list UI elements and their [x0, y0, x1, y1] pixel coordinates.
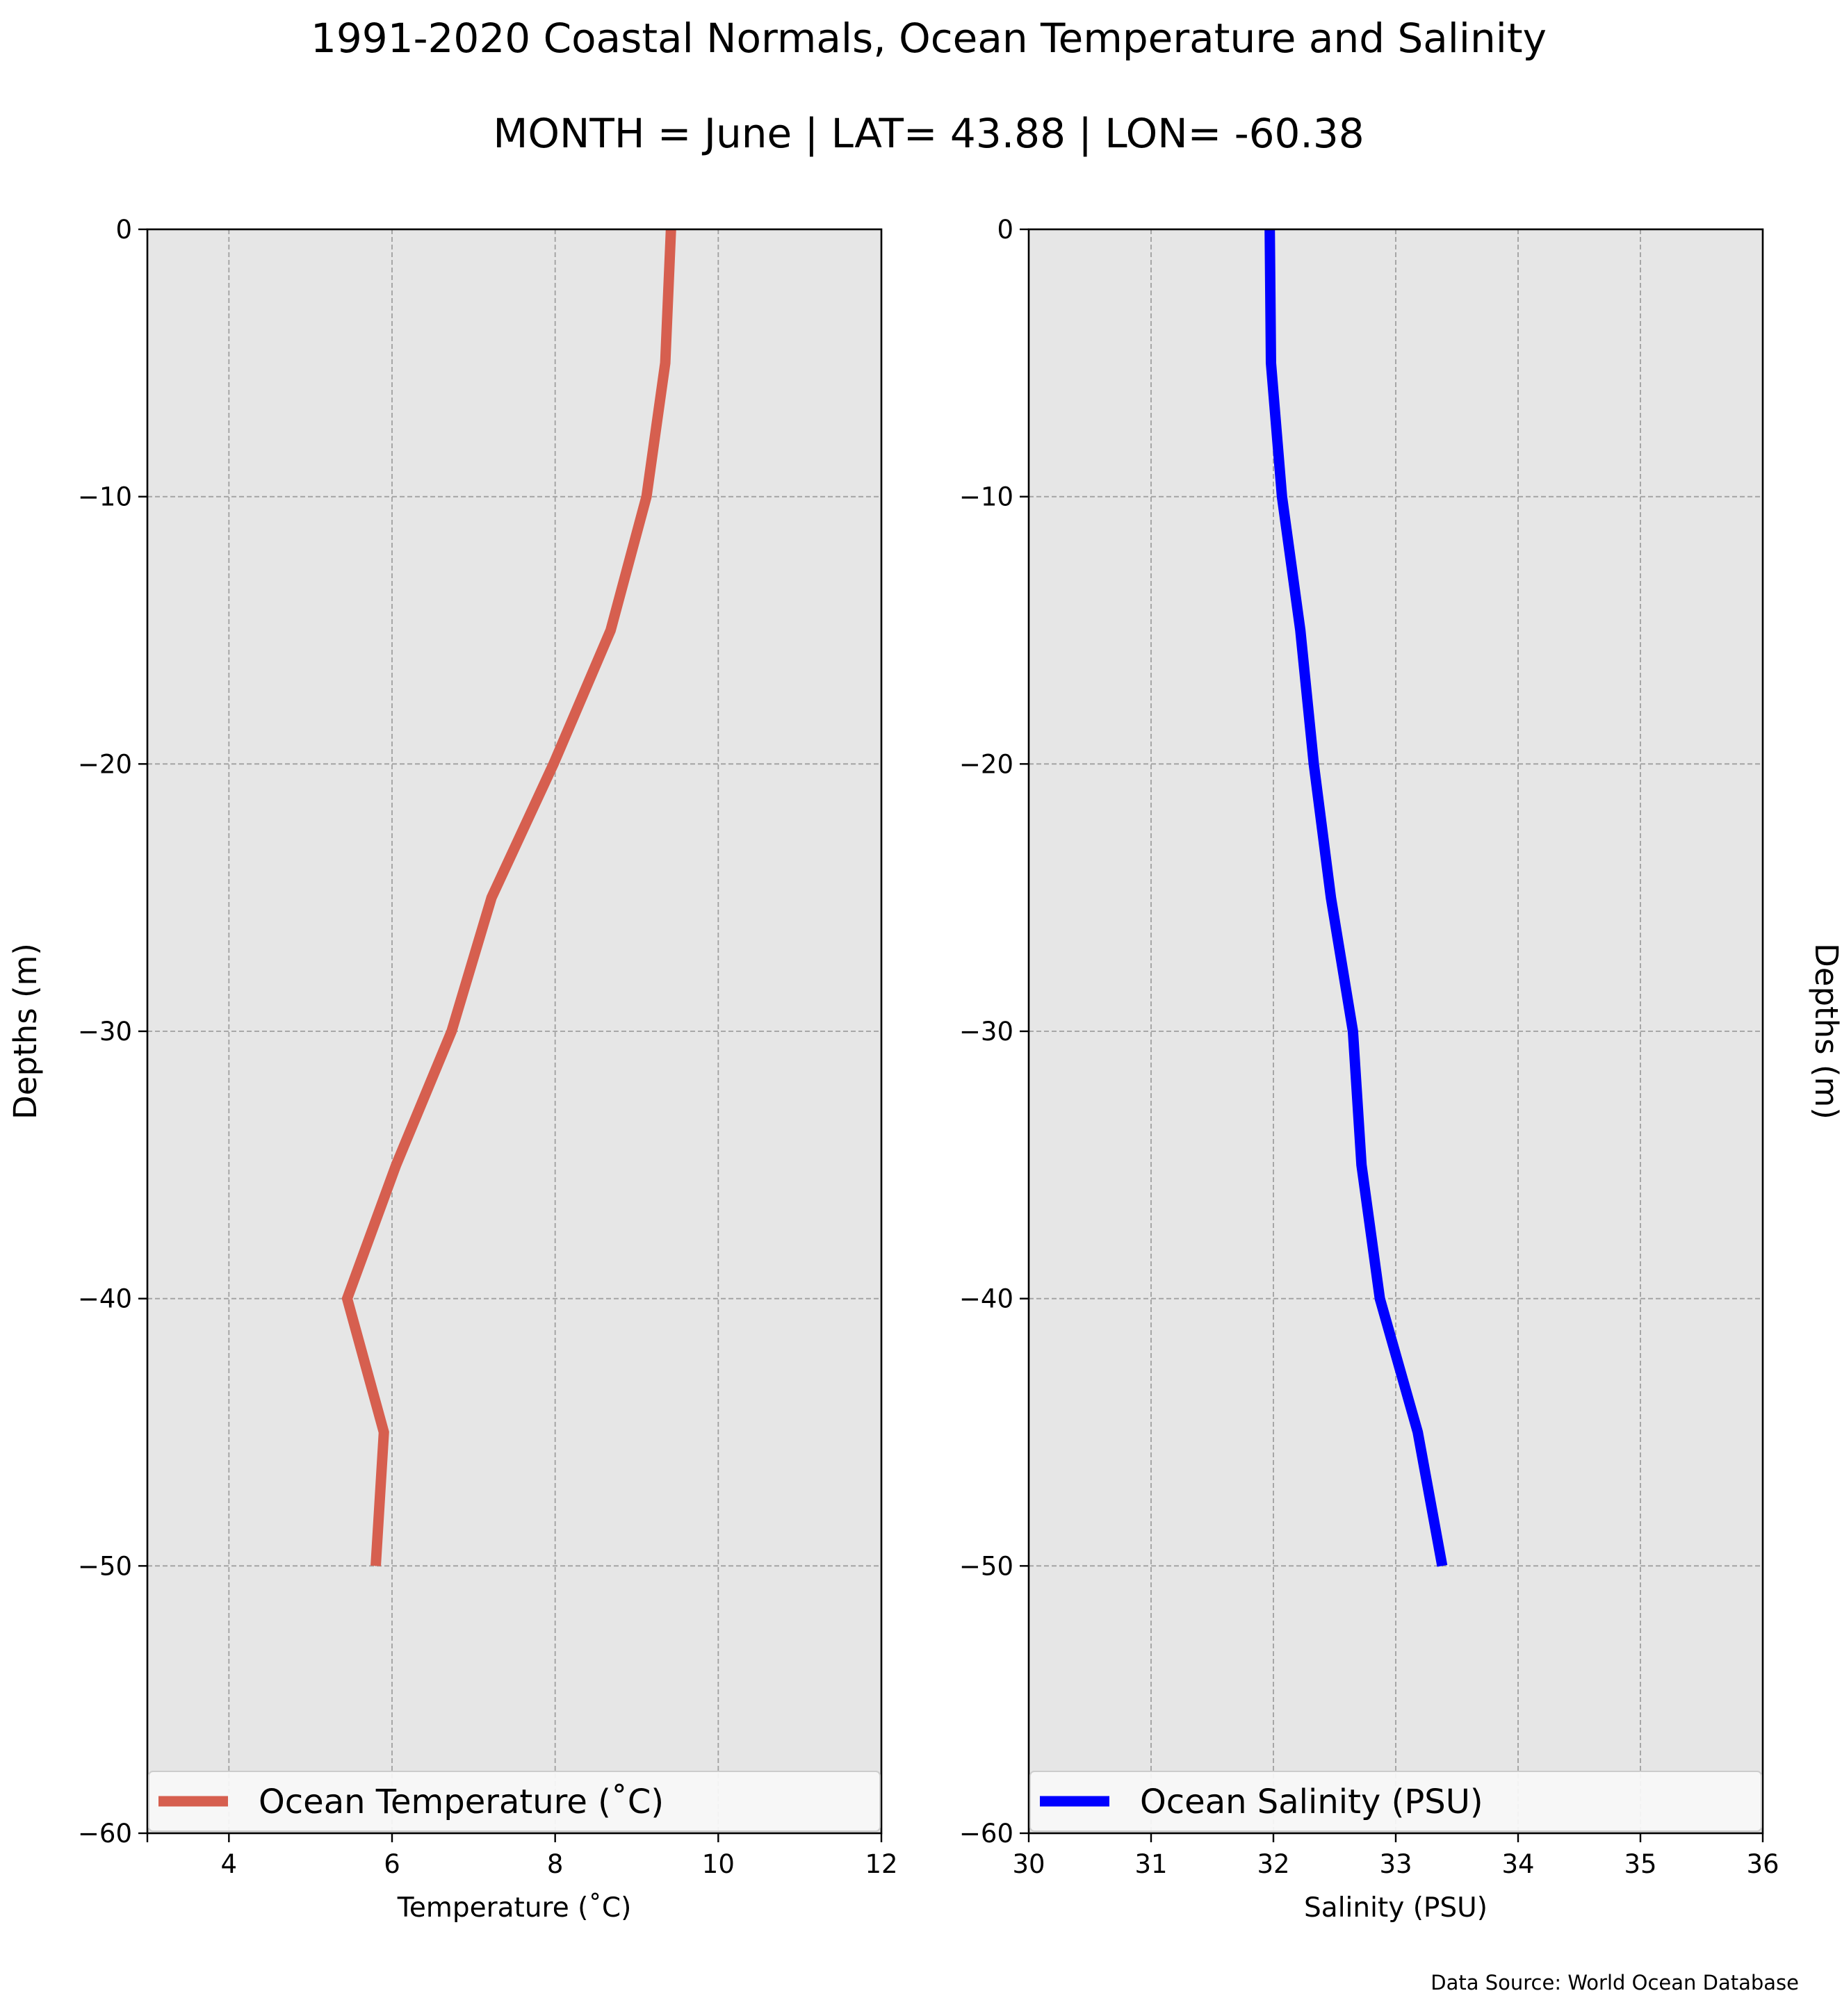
temperature-legend-box: [148, 1771, 881, 1832]
temperature-y-tick-label: −60: [78, 1819, 132, 1849]
temperature-y-tick-label: −30: [78, 1017, 132, 1047]
salinity-x-tick-label: 36: [1746, 1849, 1779, 1879]
temperature-x-tick-label: 6: [384, 1849, 400, 1879]
temperature-x-tick-label: 8: [547, 1849, 564, 1879]
temperature-legend-label: Ocean Temperature (˚C): [259, 1783, 664, 1821]
temperature-y-axis-label: Depths (m): [7, 943, 44, 1120]
salinity-legend-box: [1029, 1771, 1762, 1832]
temperature-y-tick-label: −40: [78, 1284, 132, 1314]
temperature-data-point: [610, 630, 611, 631]
temperature-y-tick-label: −10: [78, 482, 132, 512]
salinity-x-tick-label: 30: [1012, 1849, 1045, 1879]
temperature-x-tick-label: 12: [865, 1849, 897, 1879]
salinity-data-point: [1300, 630, 1301, 631]
salinity-x-tick-label: 32: [1257, 1849, 1289, 1879]
salinity-y-tick-label: −50: [959, 1551, 1013, 1581]
salinity-y-axis-label: Depths (m): [1808, 943, 1842, 1120]
figure-subtitle: MONTH = June | LAT= 43.88 | LON= -60.38: [493, 110, 1364, 157]
temperature-legend: Ocean Temperature (˚C): [148, 1771, 881, 1832]
salinity-data-point: [1330, 897, 1332, 899]
temperature-y-tick-label: −20: [78, 749, 132, 779]
salinity-y-tick-label: −30: [959, 1017, 1013, 1047]
temperature-chart: 4 6 8 10 12 0 −10 −20 −30 −40 −50 −60 Temperature (˚…: [7, 215, 898, 1924]
salinity-x-tick-label: 31: [1134, 1849, 1167, 1879]
temperature-data-point: [346, 1298, 348, 1300]
temperature-data-point: [491, 897, 492, 899]
salinity-x-tick-label: 33: [1379, 1849, 1412, 1879]
salinity-y-tick-label: −20: [959, 749, 1013, 779]
salinity-y-tick-label: −40: [959, 1284, 1013, 1314]
salinity-x-tick-label: 35: [1624, 1849, 1656, 1879]
salinity-y-tick-label: −10: [959, 482, 1013, 512]
temperature-y-tick-label: −50: [78, 1551, 132, 1581]
temperature-x-axis-label: Temperature (˚C): [397, 1892, 632, 1924]
salinity-legend: Ocean Salinity (PSU): [1029, 1771, 1762, 1832]
temperature-data-point: [646, 496, 647, 498]
salinity-chart: 30 31 32 33 34 35 36 0 −10 −20 −30 −40 −50 −60 Salinit…: [959, 215, 1842, 1924]
temperature-x-tick-label: 4: [221, 1849, 238, 1879]
salinity-y-tick-label: −60: [959, 1819, 1013, 1849]
figure-title: 1991-2020 Coastal Normals, Ocean Tempera…: [311, 15, 1547, 62]
salinity-x-tick-label: 34: [1501, 1849, 1534, 1879]
salinity-y-tick-label: 0: [997, 215, 1013, 245]
salinity-data-point: [1417, 1432, 1419, 1433]
salinity-legend-label: Ocean Salinity (PSU): [1140, 1783, 1483, 1821]
temperature-data-point: [451, 1031, 453, 1032]
temperature-x-tick-label: 10: [702, 1849, 735, 1879]
data-source-note: Data Source: World Ocean Database: [1431, 1971, 1799, 1994]
salinity-x-axis-label: Salinity (PSU): [1304, 1892, 1488, 1924]
temperature-y-tick-label: 0: [115, 215, 132, 245]
